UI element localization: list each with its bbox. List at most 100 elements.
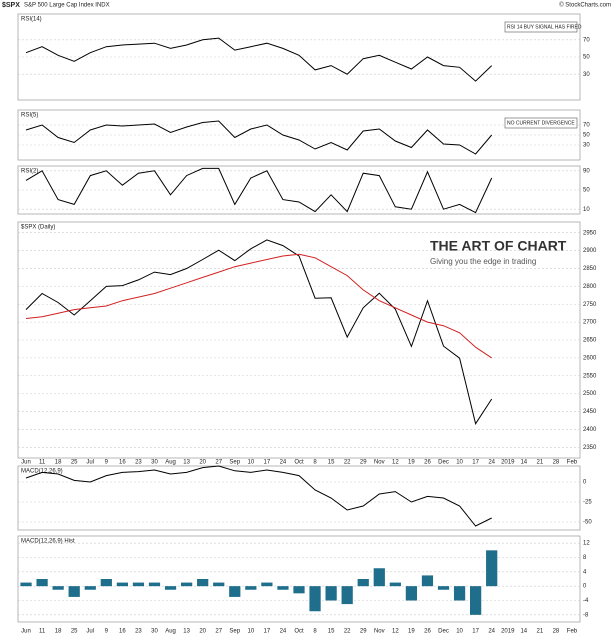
x-tick-label: 13 [183,460,190,466]
x-tick-label: 9 [105,629,109,635]
bar [421,575,434,587]
x-tick-label: 24 [488,629,495,635]
bar [164,586,177,590]
y-tick-label: 50 [583,55,590,61]
bar [470,586,482,615]
y-tick-label: 30 [583,72,590,78]
panel-title: RSI(2) [21,169,38,175]
annotation-box [504,117,578,129]
bar [116,582,128,587]
x-tick-label: 8 [313,629,317,635]
y-tick-label: -50 [583,520,592,526]
y-tick-label: 50 [583,188,590,194]
x-tick-label: Dec [438,629,449,635]
y-tick-label: 70 [583,37,590,43]
bar [84,586,96,590]
bar [245,586,257,590]
x-tick-label: 2019 [501,460,515,466]
bar [213,582,225,587]
bar [373,568,385,587]
x-tick-label: 18 [55,460,62,466]
y-tick-label: 90 [583,168,590,174]
x-tick-label: Dec [438,460,449,466]
x-tick-label: 10 [456,460,463,466]
x-tick-label: Jun [21,629,31,635]
bar [309,586,321,612]
x-tick-label: 24 [280,460,287,466]
y-tick-label: 12 [583,541,590,547]
y-tick-label: 2500 [583,391,597,397]
bar [389,582,401,587]
bar [357,579,369,587]
x-tick-label: 9 [105,460,109,466]
panel-title: RSI(5) [21,113,38,119]
y-tick-label: 0 [583,480,587,486]
x-tick-label: 15 [328,629,335,635]
x-tick-label: 23 [135,460,142,466]
annotation: NO CURRENT DIVERGENCE [507,120,575,126]
x-tick-label: 27 [215,629,222,635]
y-tick-label: 2750 [583,302,597,308]
series-line [25,465,492,527]
panel-title: MACD(12,26,9) [21,469,63,475]
x-tick-label: 29 [360,460,367,466]
bar [197,579,209,587]
annotation: RSI 14 BUY SIGNAL HAS FIRED [507,24,582,30]
x-tick-label: 22 [344,629,351,635]
x-tick-label: 21 [537,629,544,635]
logo-tagline: Giving you the edge in trading [430,257,536,266]
panel-frame [17,535,581,623]
logo: THE ART OF CHART [430,238,567,254]
x-tick-label: 28 [553,460,560,466]
panel-title: $SPX (Daily) [21,225,55,231]
y-tick-label: -4 [583,598,589,604]
x-tick-label: 2019 [501,629,515,635]
x-tick-label: Nov [374,629,385,635]
x-tick-label: Jun [21,460,31,466]
x-tick-label: 10 [456,629,463,635]
y-tick-label: 4 [583,569,587,575]
bar [437,586,450,590]
x-tick-label: Aug [165,629,176,635]
bar [325,586,337,601]
bar [405,586,418,601]
bar [100,579,112,587]
x-tick-label: Jul [86,460,94,466]
x-tick-label: 10 [247,629,254,635]
y-tick-label: 2800 [583,284,597,290]
bar [293,586,305,594]
y-tick-label: -8 [583,612,589,618]
x-tick-label: 22 [344,460,351,466]
y-tick-label: 2550 [583,373,597,379]
x-tick-label: 28 [553,629,560,635]
x-tick-label: 13 [183,629,190,635]
bar [36,579,48,587]
bar [20,582,32,587]
bar [52,586,64,590]
x-tick-label: Oct [294,629,304,635]
x-tick-label: 25 [71,460,78,466]
x-tick-label: 17 [264,629,271,635]
y-tick-label: 2350 [583,445,597,451]
x-tick-label: 21 [537,460,544,466]
x-tick-label: 12 [392,629,399,635]
series-line [25,37,493,82]
panel-title: MACD(12,26,9) Hist [21,539,75,545]
x-tick-label: Feb [567,629,578,635]
x-tick-label: 11 [39,460,46,466]
y-tick-label: 2400 [583,427,597,433]
x-tick-label: 16 [119,460,126,466]
x-tick-label: 17 [264,460,271,466]
x-tick-label: 29 [360,629,367,635]
series-line [25,253,492,359]
panel-frame [17,465,581,531]
x-tick-label: Jul [86,629,94,635]
series-line [25,167,493,214]
bar [277,586,289,590]
x-tick-label: 26 [424,460,431,466]
y-tick-label: 10 [583,207,590,213]
x-tick-label: 20 [199,629,206,635]
x-tick-label: 27 [215,460,222,466]
